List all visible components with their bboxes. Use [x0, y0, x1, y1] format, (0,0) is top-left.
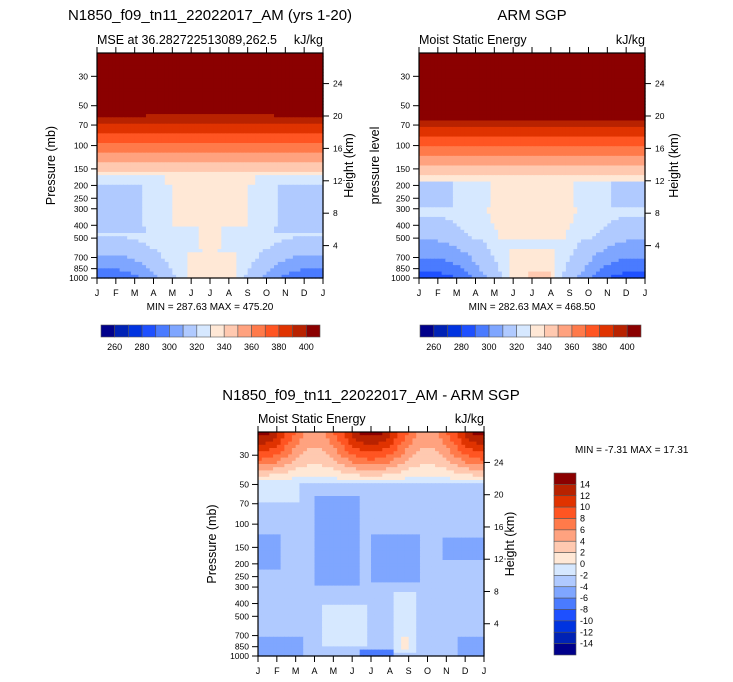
x-tick-label: D [301, 288, 308, 298]
colorbar-box [238, 325, 252, 337]
colorbar-box [265, 325, 279, 337]
subtitle-right: kJ/kg [294, 33, 323, 47]
y-right-axis-label: Height (km) [342, 133, 356, 198]
x-tick-label: F [113, 288, 119, 298]
colorbar-box [211, 325, 225, 337]
x-tick-label: J [95, 288, 100, 298]
colorbar-box [279, 325, 293, 337]
y-tick-label: 100 [74, 141, 88, 151]
contour-field [97, 53, 324, 279]
colorbar-label: 400 [299, 342, 314, 352]
y-tick-label: 300 [74, 204, 88, 214]
colorbar-box [101, 325, 115, 337]
y-tick-label: 200 [74, 180, 88, 190]
x-tick-label: J [321, 288, 326, 298]
colorbar-box [252, 325, 266, 337]
x-tick-label: A [150, 288, 156, 298]
y-right-tick-label: 24 [333, 79, 343, 89]
x-tick-label: A [226, 288, 232, 298]
y-tick-label: 50 [79, 101, 89, 111]
subtitle-left: MSE at 36.282722513089,262.5 [97, 33, 277, 47]
y-tick-label: 400 [74, 220, 88, 230]
colorbar-box [306, 325, 320, 337]
figure-canvas: N1850_f09_tn11_22022017_AM (yrs 1-20) MSE… [0, 0, 733, 682]
colorbar-box [142, 325, 156, 337]
y-tick-label: 70 [79, 120, 89, 130]
colorbar-box [115, 325, 129, 337]
colorbar-box [224, 325, 238, 337]
colorbar-label: 260 [107, 342, 122, 352]
x-tick-label: J [189, 288, 194, 298]
colorbar-box [183, 325, 197, 337]
x-tick-label: S [245, 288, 251, 298]
colorbar-label: 340 [217, 342, 232, 352]
x-tick-label: O [263, 288, 270, 298]
x-tick-label: J [208, 288, 213, 298]
colorbar-box [197, 325, 211, 337]
colorbar-label: 380 [271, 342, 286, 352]
y-tick-label: 150 [74, 164, 88, 174]
colorbar-box [156, 325, 170, 337]
x-tick-label: M [169, 288, 177, 298]
colorbar-box [169, 325, 183, 337]
minmax-label: MIN = 287.63 MAX = 475.20 [147, 302, 274, 313]
x-tick-label: N [282, 288, 289, 298]
x-tick-label: M [131, 288, 139, 298]
y-tick-label: 30 [79, 71, 89, 81]
chart-title: N1850_f09_tn11_22022017_AM (yrs 1-20) [68, 7, 352, 24]
colorbar-box [293, 325, 307, 337]
colorbar-label: 360 [244, 342, 259, 352]
y-right-tick-label: 8 [333, 208, 338, 218]
y-tick-label: 700 [74, 252, 88, 262]
y-right-tick-label: 20 [333, 111, 343, 121]
colorbar-label: 300 [162, 342, 177, 352]
y-tick-label: 250 [74, 193, 88, 203]
colorbar-label: 320 [189, 342, 204, 352]
colorbar-box [128, 325, 142, 337]
contour-field [419, 53, 646, 279]
y-tick-label: 500 [74, 233, 88, 243]
y-right-tick-label: 4 [333, 241, 338, 251]
y-tick-label: 1000 [69, 273, 88, 283]
panel-model: N1850_f09_tn11_22022017_AM (yrs 1-20) MSE… [44, 7, 356, 352]
y-axis-label: Pressure (mb) [44, 126, 58, 205]
colorbar-label: 280 [135, 342, 150, 352]
colorbar: 260 280 300 320 340 360 380 400 [101, 325, 320, 352]
